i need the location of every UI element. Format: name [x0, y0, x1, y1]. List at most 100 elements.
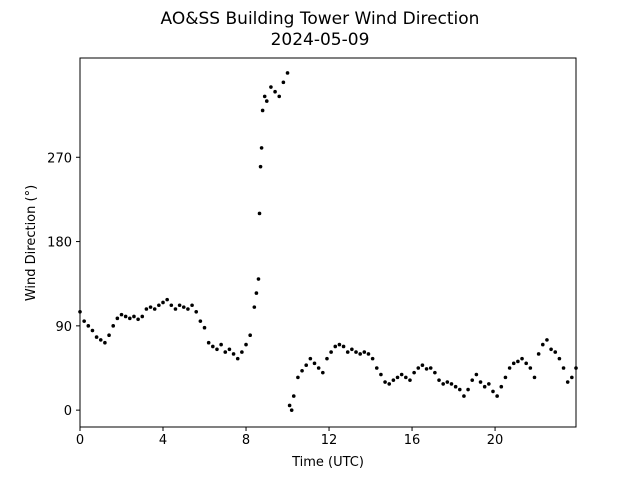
data-point: [231, 352, 236, 356]
data-point: [273, 89, 277, 94]
data-point: [524, 361, 528, 366]
data-point: [277, 94, 282, 99]
data-point: [545, 338, 549, 342]
data-point: [321, 370, 325, 375]
data-point: [194, 310, 199, 314]
data-point: [574, 366, 578, 370]
data-point: [291, 394, 296, 398]
x-tick-label: 12: [321, 433, 338, 448]
data-point: [495, 394, 499, 398]
data-point: [211, 344, 215, 349]
data-point: [491, 389, 495, 394]
data-point: [264, 99, 269, 103]
data-point: [90, 328, 95, 333]
data-point: [254, 291, 259, 295]
y-tick-label: 0: [64, 404, 72, 419]
data-point: [94, 335, 99, 339]
data-point: [532, 375, 537, 380]
data-point: [198, 319, 203, 323]
data-point: [132, 314, 136, 319]
data-point: [507, 366, 512, 370]
data-point: [462, 394, 466, 398]
data-point: [391, 378, 396, 382]
data-point: [206, 340, 211, 345]
data-point: [433, 370, 437, 375]
plot-frame: [79, 57, 577, 428]
data-point: [223, 350, 228, 354]
data-point: [457, 387, 462, 392]
data-point: [144, 307, 149, 311]
y-tick-label: 180: [47, 236, 72, 251]
data-point: [399, 372, 404, 377]
data-point: [281, 80, 286, 85]
data-point: [262, 94, 267, 99]
data-point: [304, 363, 309, 367]
data-point: [86, 324, 91, 328]
data-point: [445, 380, 450, 384]
data-point: [408, 378, 412, 382]
data-point: [437, 378, 441, 382]
data-point: [511, 361, 516, 366]
data-point: [370, 356, 375, 361]
data-point: [111, 324, 116, 328]
data-point: [570, 375, 574, 380]
data-point: [441, 382, 445, 386]
x-tick-label: 8: [242, 433, 250, 448]
data-point: [482, 384, 487, 389]
data-point: [354, 350, 358, 354]
data-point: [345, 350, 350, 354]
data-point: [350, 347, 354, 352]
data-point: [82, 319, 86, 323]
data-point: [152, 307, 157, 311]
data-point: [123, 314, 128, 319]
data-point: [240, 350, 244, 354]
data-point: [252, 305, 257, 309]
data-point: [358, 352, 362, 356]
data-point: [503, 375, 508, 380]
data-point: [325, 356, 329, 361]
data-point: [374, 366, 379, 370]
data-point: [165, 297, 169, 302]
data-point: [260, 108, 265, 113]
data-point: [387, 382, 392, 386]
data-point: [470, 378, 475, 382]
data-point: [329, 350, 333, 354]
data-point: [190, 303, 194, 308]
data-point: [366, 352, 371, 356]
data-point: [466, 387, 470, 392]
data-point: [312, 361, 317, 366]
data-point: [235, 356, 240, 361]
data-point: [499, 384, 504, 389]
data-point: [259, 146, 264, 150]
data-point: [424, 367, 429, 371]
x-tick-label: 16: [404, 433, 421, 448]
data-point: [103, 340, 107, 345]
data-point: [248, 333, 252, 338]
data-point: [256, 277, 261, 281]
x-tick-label: 4: [159, 433, 167, 448]
data-point: [119, 312, 124, 317]
data-point: [258, 164, 263, 169]
data-point: [561, 366, 566, 370]
data-point: [98, 338, 103, 342]
data-point: [404, 375, 408, 380]
data-point: [115, 316, 120, 321]
data-point: [173, 307, 178, 311]
data-point: [416, 366, 421, 370]
x-tick-label: 0: [76, 433, 84, 448]
data-point: [287, 403, 292, 408]
data-point: [316, 366, 321, 370]
chart-title: AO&SS Building Tower Wind Direction: [161, 9, 480, 29]
data-point: [227, 347, 232, 352]
data-point: [128, 316, 132, 321]
data-point: [449, 382, 454, 386]
data-point: [148, 305, 153, 309]
data-point: [136, 317, 140, 322]
data-point: [383, 380, 387, 384]
data-point: [520, 356, 524, 361]
chart-subtitle: 2024-05-09: [271, 30, 370, 50]
data-point: [487, 382, 491, 386]
data-point: [181, 305, 186, 309]
data-point: [474, 372, 479, 377]
